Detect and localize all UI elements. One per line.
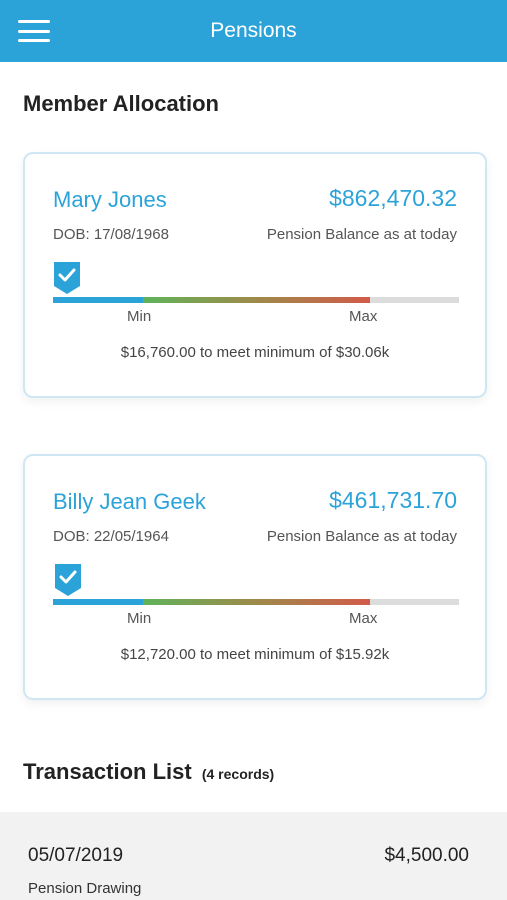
page-title: Pensions	[210, 19, 297, 42]
transaction-description: Pension Drawing	[28, 880, 142, 897]
progress-min-max-segment	[143, 297, 370, 303]
member-dob: DOB: 17/08/1968	[53, 226, 169, 243]
pension-balance: $461,731.70	[329, 487, 457, 513]
check-shield-icon	[55, 564, 81, 596]
allocation-progress-bar	[53, 297, 459, 303]
member-name: Billy Jean Geek	[53, 489, 206, 514]
progress-min-max-segment	[143, 599, 370, 605]
transaction-list-title: Transaction List (4 records)	[23, 759, 274, 785]
min-label: Min	[127, 308, 152, 325]
transaction-date: 05/07/2019	[28, 845, 124, 866]
minimum-note: $16,760.00 to meet minimum of $30.06k	[120, 344, 390, 361]
hamburger-menu-icon[interactable]	[18, 20, 50, 42]
member-card-billy-jean-geek[interactable]: Billy Jean Geek $461,731.70 DOB: 22/05/1…	[23, 454, 487, 700]
allocation-progress-bar	[53, 599, 459, 605]
member-card-mary-jones[interactable]: Mary Jones $862,470.32 DOB: 17/08/1968 P…	[23, 152, 487, 398]
transaction-amount: $4,500.00	[384, 845, 469, 866]
progress-current-segment	[53, 297, 143, 303]
check-shield-icon	[54, 262, 80, 294]
progress-current-segment	[53, 599, 143, 605]
min-label: Min	[127, 610, 152, 627]
pension-balance-label: Pension Balance as at today	[266, 226, 457, 243]
record-count: (4 records)	[201, 766, 275, 782]
transaction-row[interactable]: 05/07/2019 $4,500.00 Pension Drawing	[0, 812, 507, 900]
transaction-list-heading: Transaction List	[23, 759, 192, 784]
pension-balance: $862,470.32	[329, 185, 457, 211]
app-header: Pensions	[0, 0, 507, 62]
member-allocation-title: Member Allocation	[23, 91, 219, 116]
member-dob: DOB: 22/05/1964	[53, 528, 169, 545]
max-label: Max	[349, 610, 378, 627]
member-name: Mary Jones	[53, 187, 167, 212]
minimum-note: $12,720.00 to meet minimum of $15.92k	[120, 646, 390, 663]
max-label: Max	[349, 308, 378, 325]
pension-balance-label: Pension Balance as at today	[266, 528, 457, 545]
